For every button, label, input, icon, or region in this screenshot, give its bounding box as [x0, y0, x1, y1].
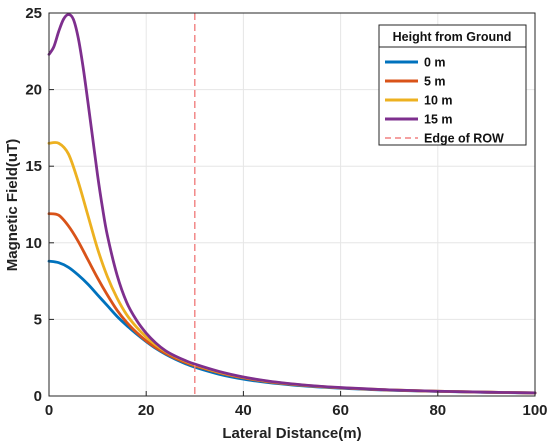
ticks: 0 20 40 60 80 100 0 5 10 15 20 25: [25, 5, 547, 419]
y-tick-label: 10: [25, 235, 42, 252]
x-tick-label: 60: [332, 402, 349, 419]
x-tick-label: 0: [45, 402, 53, 419]
legend-title: Height from Ground: [393, 30, 512, 44]
legend-items: 0 m 5 m 10 m 15 m Edge of ROW: [385, 56, 504, 146]
x-tick-label: 100: [522, 402, 547, 419]
x-tick-label: 80: [429, 402, 446, 419]
plot-frame: [48, 12, 536, 397]
x-tick-label: 40: [235, 402, 252, 419]
legend-label: 5 m: [424, 75, 446, 89]
legend-label: Edge of ROW: [424, 132, 504, 146]
y-tick-label: 20: [25, 82, 42, 99]
legend-label: 15 m: [424, 113, 453, 127]
series-line-3: [47, 13, 537, 395]
y-tick-label: 5: [34, 311, 42, 328]
y-axis-label: Magnetic Field(uT): [4, 139, 21, 272]
legend: Height from Ground 0 m 5 m 10 m 15 m Edge of…: [378, 24, 527, 146]
y-tick-label: 25: [25, 5, 42, 22]
x-tick-label: 20: [138, 402, 155, 419]
legend-box: [378, 24, 527, 146]
legend-label: 0 m: [424, 56, 446, 70]
y-tick-label: 0: [34, 388, 42, 405]
series-lines: [47, 13, 537, 395]
legend-label: 10 m: [424, 94, 453, 108]
x-axis-label: Lateral Distance(m): [222, 425, 361, 442]
y-tick-label: 15: [25, 158, 42, 175]
